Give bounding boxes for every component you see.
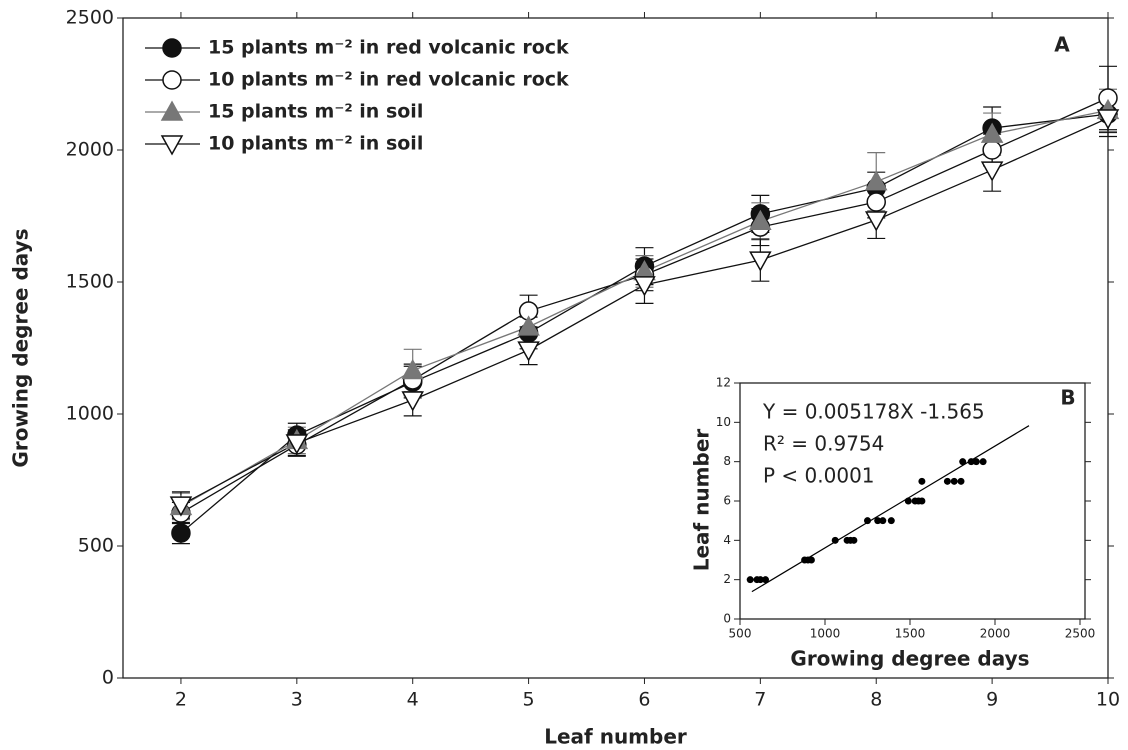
point <box>879 517 887 525</box>
marker <box>866 192 886 212</box>
marker <box>517 315 540 336</box>
point <box>957 477 965 485</box>
point <box>904 497 912 505</box>
x-tick-label: 2 <box>175 689 187 711</box>
x-tick-label: 1000 <box>810 627 841 641</box>
y-tick-label: 8 <box>723 454 731 468</box>
panel-label: A <box>1054 33 1070 57</box>
y-tick-label: 0 <box>102 667 114 689</box>
marker <box>980 161 1004 182</box>
point <box>874 517 882 525</box>
x-tick-label: 500 <box>729 627 752 641</box>
y-tick-label: 1500 <box>66 271 114 293</box>
marker <box>749 251 772 272</box>
marker <box>982 140 1002 160</box>
y-tick-label: 500 <box>78 535 114 557</box>
x-tick-label: 9 <box>986 689 998 711</box>
point <box>979 458 987 466</box>
x-axis-label: Leaf number <box>544 725 687 749</box>
marker <box>864 211 888 232</box>
x-tick-label: 8 <box>870 689 882 711</box>
legend-marker <box>160 135 184 156</box>
marker <box>980 122 1004 143</box>
y-tick-label: 0 <box>723 612 731 626</box>
x-tick-label: 6 <box>638 689 650 711</box>
legend-label: 10 plants m⁻² in soil <box>208 133 423 155</box>
x-tick-label: 7 <box>754 689 766 711</box>
y-tick-label: 12 <box>716 376 731 390</box>
equation: Y = 0.005178X -1.565 <box>762 400 985 424</box>
x-tick-label: 2500 <box>1065 627 1096 641</box>
x-tick-label: 10 <box>1096 689 1120 711</box>
marker <box>1096 109 1120 130</box>
point <box>959 458 967 466</box>
legend-marker <box>162 70 182 90</box>
marker <box>169 496 193 517</box>
x-tick-label: 4 <box>407 689 419 711</box>
point <box>746 576 754 584</box>
x-tick-label: 3 <box>291 689 303 711</box>
point <box>850 536 858 544</box>
r-squared: R² = 0.9754 <box>763 432 884 456</box>
legend-label: 15 plants m⁻² in soil <box>208 101 423 123</box>
point <box>972 458 980 466</box>
y-tick-label: 2 <box>723 572 731 586</box>
point <box>943 477 951 485</box>
fit-line <box>751 425 1030 593</box>
y-tick-label: 1000 <box>66 403 114 425</box>
p-value: P < 0.0001 <box>763 464 875 488</box>
y-tick-label: 6 <box>723 494 731 508</box>
legend-marker <box>160 100 184 121</box>
marker <box>401 358 424 380</box>
marker <box>749 209 772 231</box>
point <box>967 458 975 466</box>
y-tick-label: 10 <box>716 415 731 429</box>
y-axis-label: Growing degree days <box>9 228 33 467</box>
point <box>831 536 839 544</box>
marker <box>401 391 424 412</box>
x-tick-label: 1500 <box>895 627 926 641</box>
point <box>887 517 895 525</box>
point <box>762 576 769 584</box>
y-axis-label: Leaf number <box>690 429 714 572</box>
legend-label: 10 plants m⁻² in red volcanic rock <box>208 69 569 91</box>
point <box>756 576 764 584</box>
point <box>807 556 815 564</box>
marker <box>517 341 540 362</box>
x-axis-label: Growing degree days <box>790 647 1029 671</box>
x-tick-label: 2000 <box>980 627 1011 641</box>
point <box>864 517 871 525</box>
y-tick-label: 2000 <box>66 139 114 161</box>
point <box>950 477 958 485</box>
marker <box>633 276 656 297</box>
marker <box>864 170 888 191</box>
point <box>918 477 926 485</box>
y-tick-label: 4 <box>723 533 731 547</box>
point <box>918 497 926 505</box>
panel-label: B <box>1060 386 1075 410</box>
legend-label: 15 plants m⁻² in red volcanic rock <box>208 37 569 59</box>
y-tick-label: 2500 <box>66 7 114 29</box>
marker <box>171 523 191 543</box>
legend-marker <box>162 38 182 58</box>
x-tick-label: 5 <box>523 689 535 711</box>
marker <box>285 434 309 455</box>
